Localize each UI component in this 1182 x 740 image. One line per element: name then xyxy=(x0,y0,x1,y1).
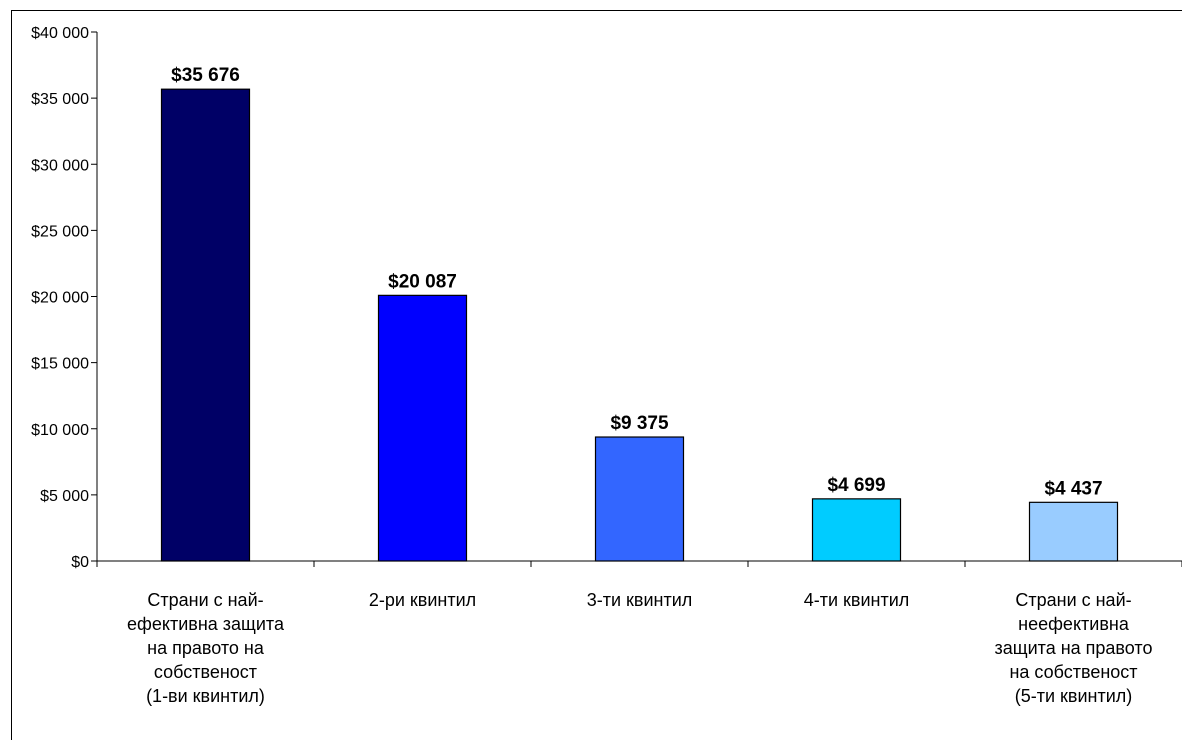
y-tick-label: $0 xyxy=(71,554,89,571)
y-tick-label: $40 000 xyxy=(31,25,89,42)
chart-frame xyxy=(11,10,1182,740)
bar-value-label: $4 437 xyxy=(1044,478,1102,499)
y-tick-label: $10 000 xyxy=(31,422,89,439)
x-tick-label: Страни с най- неефективна защита на прав… xyxy=(994,590,1153,706)
bar xyxy=(594,436,685,562)
y-tick-label: $30 000 xyxy=(31,157,89,174)
bar xyxy=(811,498,902,562)
x-tick-label: 4-ти квинтил xyxy=(803,590,910,610)
bar-value-label: $4 699 xyxy=(827,475,885,496)
bar xyxy=(1028,501,1119,562)
bar xyxy=(160,88,251,562)
bar-value-label: $35 676 xyxy=(171,65,240,86)
bar-value-label: $20 087 xyxy=(388,271,457,292)
x-tick-label: 2-ри квинтил xyxy=(368,590,477,610)
y-tick-label: $35 000 xyxy=(31,91,89,108)
y-tick-label: $20 000 xyxy=(31,290,89,307)
y-tick-label: $5 000 xyxy=(40,488,89,505)
bar xyxy=(377,294,468,562)
y-tick-label: $25 000 xyxy=(31,223,89,240)
x-tick-label: Страни с най- ефективна защита на правот… xyxy=(127,590,284,706)
x-tick-label: 3-ти квинтил xyxy=(586,590,693,610)
bar-value-label: $9 375 xyxy=(610,413,669,434)
y-tick-label: $15 000 xyxy=(31,356,89,373)
